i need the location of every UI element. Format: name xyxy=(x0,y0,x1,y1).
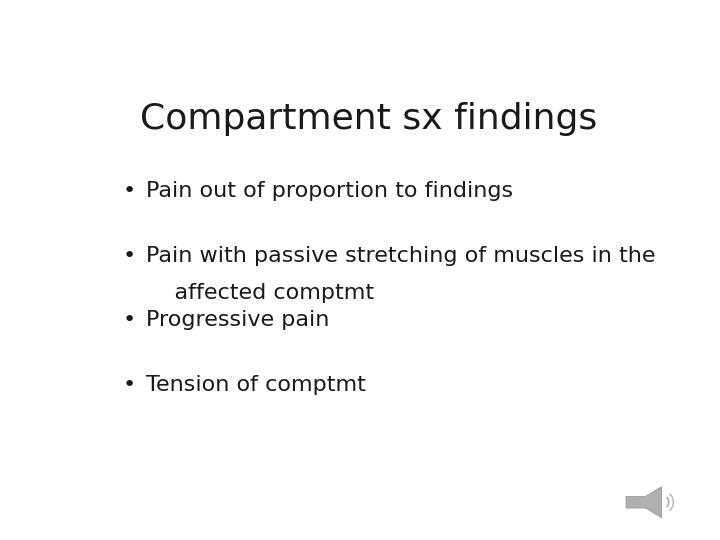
Text: Pain with passive stretching of muscles in the: Pain with passive stretching of muscles … xyxy=(145,246,655,266)
Polygon shape xyxy=(626,487,662,518)
Text: affected comptmt: affected comptmt xyxy=(145,283,374,303)
Text: Compartment sx findings: Compartment sx findings xyxy=(140,102,598,136)
Text: Pain out of proportion to findings: Pain out of proportion to findings xyxy=(145,181,513,201)
Text: Tension of comptmt: Tension of comptmt xyxy=(145,375,366,395)
Text: Progressive pain: Progressive pain xyxy=(145,310,329,330)
Text: •: • xyxy=(122,181,135,201)
Text: •: • xyxy=(122,375,135,395)
Text: •: • xyxy=(122,246,135,266)
Text: •: • xyxy=(122,310,135,330)
